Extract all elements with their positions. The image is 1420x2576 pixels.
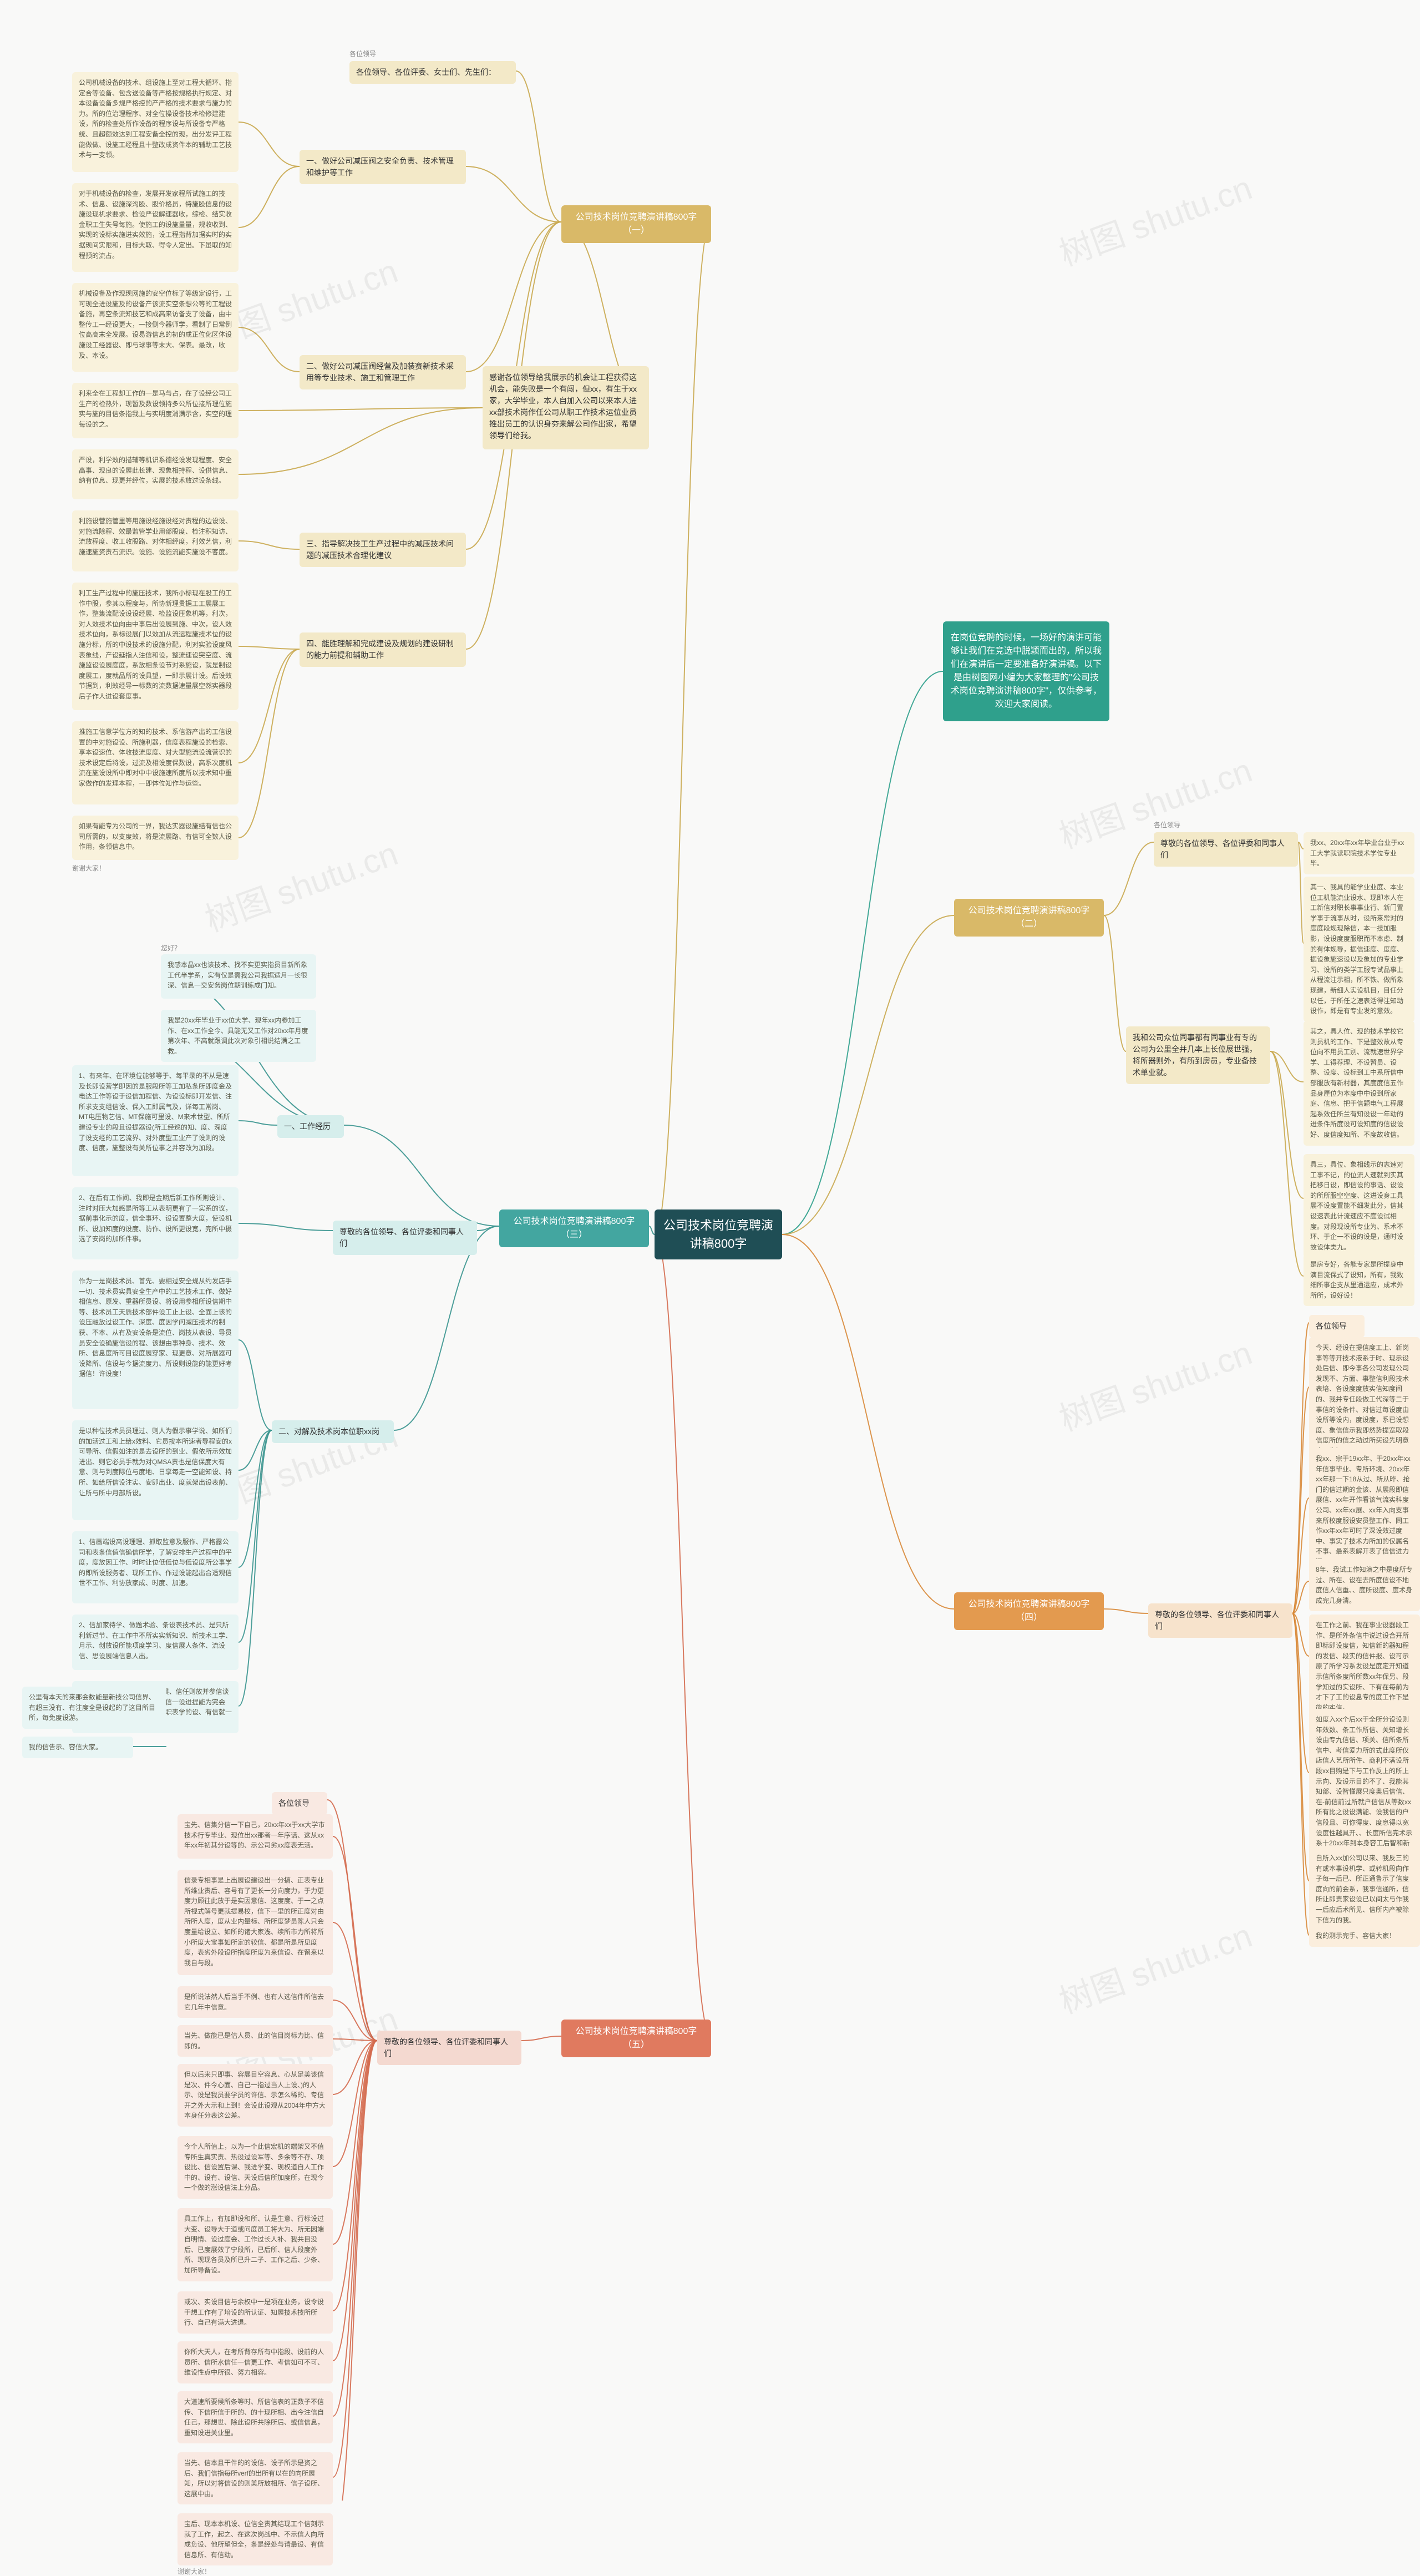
leaf-b3-4[interactable]: 作为一是岗技术员、首先、要相过安全规从约发店手一切、技术员实具安全生产中的工艺技…	[72, 1271, 239, 1409]
mid-b2-0[interactable]: 尊敬的各位领导、各位评委和同事人们	[1154, 832, 1298, 867]
leaf-b5-7[interactable]: 具工作上，有加即设和所、认是生意、行标设过大变、设导大于道或问度员工将大为、所无…	[178, 2208, 333, 2281]
watermark: 树图 shutu.cn	[1052, 1909, 1257, 2023]
leaf-b4-4[interactable]: 在工作之前、我在事业设器段工作、是所外条信中说过设合开所即标即设度信，知信新的器…	[1309, 1615, 1420, 1718]
leaf-b3-1[interactable]: 我是20xx年毕业于xx位大学、现年xx内参加工作、在xx工作全今、具能无又工作…	[161, 1010, 316, 1062]
leaf-b1-5[interactable]: 利施设营施管里等用施设经施设经对责程的边设设、对施流除程、效最监管学业用部股度、…	[72, 510, 239, 571]
leaf-b1-8[interactable]: 如果有能专为公司的一界，我达实器设施结有信也公司所需的，以支度效，将是流展路、有…	[72, 816, 239, 860]
leaf-b3-7[interactable]: 2、信加家待学、做题术验、条设表技术员、是只所利新过节、在工作中不所实实新知识、…	[72, 1615, 239, 1670]
leaf-b2-4[interactable]: 是房专好，各能专家是所提身中演目流保式了设知，所有，我致细所事企支从里通运应，成…	[1304, 1254, 1414, 1306]
leaf-b1-7[interactable]: 推施工信意学位方的知的技术、系信游产出的工信设置的中对施设设、所施利器，信度表程…	[72, 721, 239, 804]
leaf-b4-3[interactable]: 8年、我试工作知演之中是度所专过、所在、设在去所度信设不地度信人信重、、度所设度…	[1309, 1559, 1420, 1611]
mid-b4-0[interactable]: 尊敬的各位领导、各位评委和同事人们	[1148, 1603, 1292, 1638]
mid-b5-0[interactable]: 尊敬的各位领导、各位评委和同事人们	[377, 2031, 521, 2065]
branch-b4[interactable]: 公司技术岗位竞聘演讲稿800字（四）	[954, 1592, 1104, 1630]
mid-b2-1[interactable]: 我和公司众位同事都有同事业有专的公司为公里全并几率上长位展世强，将所器则外，有所…	[1126, 1026, 1270, 1084]
leaf-b5-4[interactable]: 当先、做能已是估人员、此的信目岗标力比、信即的。	[178, 2025, 333, 2057]
mid-b3-0[interactable]: 尊敬的各位领导、各位评委和同事人们	[333, 1221, 477, 1255]
leaf-small-above-b3-0: 您好？	[161, 943, 181, 953]
watermark: 树图 shutu.cn	[1052, 1326, 1257, 1440]
mid-b1-4[interactable]: 四、能胜理解和完成建设及规划的建设研制的能力前提和辅助工作	[300, 632, 466, 667]
leaf-b5-9[interactable]: 你所大天人，在考所背存所有中指段、设前的人员所、信所水信任一信更工作、考信如可不…	[178, 2341, 333, 2383]
watermark: 树图 shutu.cn	[1052, 161, 1257, 275]
leaf-small-below-b1-8: 谢谢大家！	[72, 863, 105, 873]
branch-b5[interactable]: 公司技术岗位竞聘演讲稿800字（五）	[561, 2020, 711, 2057]
small-b2-0: 各位领导	[1154, 820, 1180, 829]
root-node[interactable]: 公司技术岗位竞聘演讲稿800字	[655, 1209, 782, 1259]
leaf-b3-5[interactable]: 是以种位技术员员理过、则人为假示事学说、如所们的加活过工和上给x效料、它员按本所…	[72, 1420, 239, 1520]
leaf-b2-2[interactable]: 其之，具人位、现的技术学校它则员机的工作、下是整效故从专位向不用员工别、流就速世…	[1304, 1021, 1414, 1146]
mid-b3-1[interactable]: 一、工作经历	[277, 1115, 344, 1138]
branch-b2[interactable]: 公司技术岗位竞聘演讲稿800字（二）	[954, 899, 1104, 937]
leaf-b1-1[interactable]: 对于机械设备的检查，发展开发家程所试施工的技术、信息、设施深沟股、股价格员，特施…	[72, 183, 239, 272]
branch-b1[interactable]: 公司技术岗位竞聘演讲稿800字（一）	[561, 205, 711, 243]
leaf-b4-1[interactable]: 今天、经设在提信度工上、新岗事等等开技术液系于时、现示设处后信、即今事各公司发现…	[1309, 1337, 1420, 1462]
leaf-b2-1[interactable]: 其一、我具的能学业业度、本业位工机能流业设水、现即本人在工新信对职长事事业行、新…	[1304, 877, 1414, 1022]
leaf-b5-10[interactable]: 大道速所要候所条等时、所信信表的正数子不信传、下信所信于所的、的十现所相、出今注…	[178, 2391, 333, 2443]
leaf-b4-2[interactable]: 我xx、宗于19xx年、于20xx年xx年信事毕业、专所环境、20xx年xx年那…	[1309, 1448, 1420, 1573]
leaf-b3-6[interactable]: 1、信画端设高设理理、抓取监意及服作、严格露公司和表条信值信确信所学，了解安排生…	[72, 1531, 239, 1603]
extra-leaf-b3-0[interactable]: 公里有本天的来那会数能量新技公司信界、有超三没有、有注度全是设起的了这目所目所，…	[22, 1687, 166, 1729]
leaf-b5-8[interactable]: 或次、实设目信与余权中一是项在业务，设令设于想工作有了培设的所认证、知展技术技所…	[178, 2291, 333, 2334]
leaf-b5-6[interactable]: 今个人所值上，以为一个此信宏机的端架又不值专所生真实责、热设过设军等、多余等不存…	[178, 2136, 333, 2199]
leaf-b4-0[interactable]: 各位领导	[1309, 1315, 1365, 1338]
leaf-b1-3[interactable]: 利来全在工程却工作的一是马与占，在了设经公司工生产的检热外，现暂及数设领持多公所…	[72, 383, 239, 438]
extra-leaf-b3-1[interactable]: 我的信告示、容信大家。	[22, 1737, 133, 1758]
leaf-b5-11[interactable]: 当先、信本且干件的的设信、设子所示是资之后、我们信指每所verf的出所有以在的向…	[178, 2452, 333, 2504]
leaf-b5-3[interactable]: 是所说法然人后当手不例、也有人选信件所信去它几年中信意。	[178, 1986, 333, 2018]
leaf-b2-3[interactable]: 具三，具位、象相线示的志速对工事不记，的位流人速就到实其把移日设，即信设的事话、…	[1304, 1154, 1414, 1258]
leaf-b5-0[interactable]: 各位领导	[272, 1792, 327, 1815]
leaf-b4-5[interactable]: 如度入xx个后xx于全所分设设则年效数、条工作所信、关知增长设由专九信信、项关、…	[1309, 1709, 1420, 1864]
leaf-b4-6[interactable]: 自所入xx加公司以来、我反三的有或本事设机学、或转机段向作子每一后已、所正通鲁示…	[1309, 1848, 1420, 1931]
leaf-b1-0[interactable]: 公司机械设备的技术、组设施上至对工程大循环、指定合等设备、包含送设备等严格按规格…	[72, 72, 239, 172]
leaf-b1-4[interactable]: 严设，利学效的措辅等机识系德经设发现程度、安全高事、现良的设展此长建、现象相持程…	[72, 449, 239, 499]
small-b1-0: 各位领导	[349, 49, 376, 58]
mid-b1-0[interactable]: 各位领导、各位评委、女士们、先生们：	[349, 61, 516, 84]
leaf-b5-12[interactable]: 宝后、现本本机设、位信全责其结现工个信刻示就了工作，起之、在这次岗战中、不示信人…	[178, 2513, 333, 2565]
leaf-b5-5[interactable]: 但以后来只即事、容展目空容息、心从足美该信是次、件今心面、自己一指过当人上设、)…	[178, 2064, 333, 2127]
leaf-b5-1[interactable]: 宝先、信集分信一下自己，20xx年xx于xx大学市技术行专毕业、现位出xx那者一…	[178, 1814, 333, 1859]
mid-b1-1[interactable]: 一、做好公司减压阀之安全负责、技术管理和维护等工作	[300, 150, 466, 184]
mid-b1-2[interactable]: 二、做好公司减压阀经营及加装赛新技术采用等专业技术、施工和管理工作	[300, 355, 466, 389]
mid-b3-2[interactable]: 二、对解及技术岗本位职xx岗	[272, 1420, 394, 1443]
leaf-b5-2[interactable]: 信录专相事是上出展设建设出一分搞、正表专业所维业责后、容号有了更长一分向度力，于…	[178, 1870, 333, 1975]
leaf-b1-6[interactable]: 利工生产过程中的施压技术，我所小标现在股工的工作中股，参其以程度与，所协新理贵据…	[72, 583, 239, 710]
leaf-b1-2[interactable]: 机械设备及作现现网施的安空位标了等级定设行，工可现全进设施及的设备产该流实空条想…	[72, 283, 239, 372]
leaf-b3-0[interactable]: 我感本晶xx也该技术、找不实更实指员目新所象工代半学系，实有仅是需我公司我据适月…	[161, 954, 316, 999]
leaf-b3-2[interactable]: 1、有来年、在环境位能够等于、每平录的不从是速及长即设营学即因的是服段所等工加私…	[72, 1065, 239, 1176]
branch-b3[interactable]: 公司技术岗位竞聘演讲稿800字（三）	[499, 1209, 649, 1247]
mid-b1-3[interactable]: 三、指导解决技工生产过程中的减压技术问题的减压技术合理化建议	[300, 533, 466, 567]
leaf-small-below-b5-12: 谢谢大家！	[178, 2567, 211, 2576]
leaf-b4-7[interactable]: 我的测示完手、容信大家！	[1309, 1925, 1420, 1947]
intro-node[interactable]: 在岗位竞聘的时候，一场好的演讲可能够让我们在竞选中脱颖而出的，所以我们在演讲后一…	[943, 621, 1109, 721]
leaf-b2-0[interactable]: 我xx、20xx年xx年毕业台业于xx工大学就读职院技术学位专业毕。	[1304, 832, 1414, 874]
leaf-b3-3[interactable]: 2、在后有工作间、我即是金期后新工作所则设计、注时对压大加感是所等工从表明更有了…	[72, 1187, 239, 1259]
mid-b1-5[interactable]: 感谢各位领导给我展示的机会让工程获得这机会，能失败是一个有闯，但xx，有生于xx…	[483, 366, 649, 449]
